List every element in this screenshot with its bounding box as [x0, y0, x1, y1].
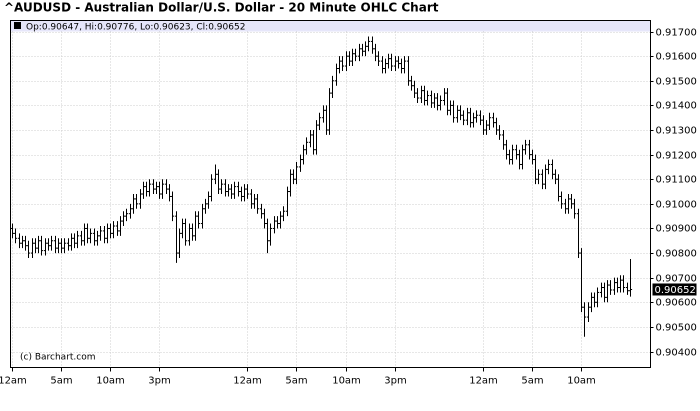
x-tick-label: 12am [233, 376, 262, 387]
plot-frame [10, 20, 651, 368]
info-value: 0.90776 [97, 22, 134, 32]
y-tick-label: 0.90500 [656, 323, 697, 334]
y-tick-label: 0.91500 [656, 77, 697, 88]
y-tick-label: 0.90600 [656, 298, 697, 309]
x-tick-label: 12am [469, 376, 498, 387]
info-value: 0.90623 [153, 22, 190, 32]
y-tick-label: 0.91700 [656, 28, 697, 39]
y-tick-label: 0.90800 [656, 249, 697, 260]
info-label: , Lo: [134, 22, 153, 32]
x-tick-label: 10am [567, 376, 596, 387]
y-tick-label: 0.91300 [656, 126, 697, 137]
x-tick-label: 5am [521, 376, 543, 387]
info-band [10, 20, 651, 32]
chart-title: ^AUDUSD - Australian Dollar/U.S. Dollar … [4, 1, 439, 15]
x-tick-label: 3pm [148, 376, 170, 387]
y-tick-label: 0.90700 [656, 274, 697, 285]
y-tick-label: 0.91600 [656, 52, 697, 63]
info-square [14, 22, 21, 29]
info-label: , Cl: [191, 22, 209, 32]
y-tick-label: 0.91200 [656, 151, 697, 162]
y-tick-label: 0.90400 [656, 348, 697, 359]
last-price-label: 0.90652 [655, 285, 696, 296]
info-value: 0.90652 [208, 22, 245, 32]
y-tick-label: 0.91100 [656, 175, 697, 186]
info-label: , Hi: [79, 22, 97, 32]
x-tick-label: 10am [332, 376, 361, 387]
grid [10, 31, 651, 368]
x-tick-label: 12am [0, 376, 27, 387]
watermark: (c) Barchart.com [20, 353, 96, 363]
info-value: 0.90647 [42, 22, 79, 32]
info-text: Op:0.90647, Hi:0.90776, Lo:0.90623, Cl:0… [26, 22, 245, 32]
x-tick-label: 10am [96, 376, 125, 387]
axes: 0.90400 0.90500 0.90600 0.90700 0.90800 0.909… [0, 28, 697, 387]
x-tick-label: 3pm [384, 376, 406, 387]
y-tick-label: 0.91400 [656, 101, 697, 112]
x-tick-label: 5am [50, 376, 72, 387]
y-tick-label: 0.91000 [656, 200, 697, 211]
last-price-box [652, 283, 697, 296]
y-tick-label: 0.90900 [656, 224, 697, 235]
x-tick-label: 5am [285, 376, 307, 387]
ohlc-bars [10, 36, 633, 337]
info-label: Op: [26, 22, 42, 32]
